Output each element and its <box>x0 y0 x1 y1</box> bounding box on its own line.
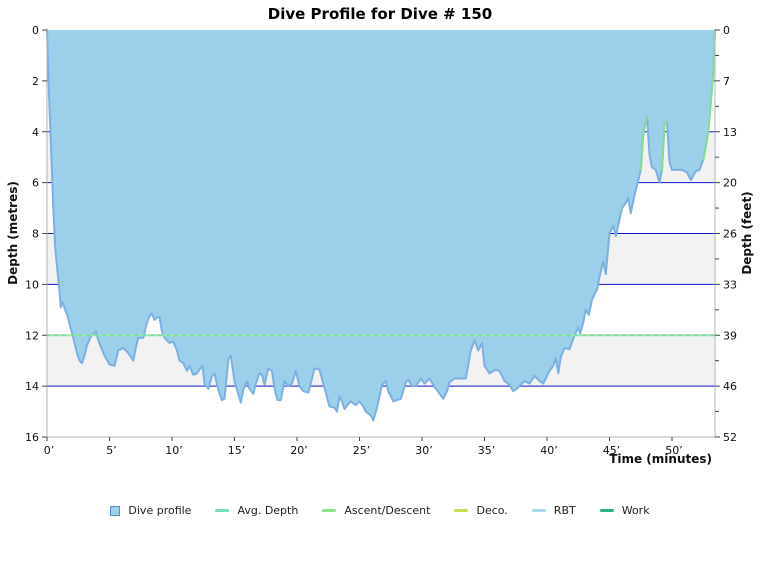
svg-text:0’: 0’ <box>44 444 55 457</box>
ascent-segments <box>639 29 716 171</box>
chart-legend: Dive profile Avg. Depth Ascent/Descent Deco… <box>0 504 760 517</box>
svg-text:20’: 20’ <box>290 444 308 457</box>
y-left-tick-labels: 0 2 4 6 8 10 12 14 16 <box>25 24 47 444</box>
svg-text:40’: 40’ <box>540 444 558 457</box>
legend-item-deco: Deco. <box>454 504 508 517</box>
legend-item-rbt: RBT <box>531 504 576 517</box>
legend-item-ascent-descent: Ascent/Descent <box>322 504 430 517</box>
svg-text:39: 39 <box>723 329 737 342</box>
legend-label: Avg. Depth <box>237 504 299 517</box>
legend-label: Dive profile <box>128 504 192 517</box>
legend-marker-work-line <box>599 509 614 512</box>
legend-marker-ascent-descent-line <box>322 509 337 512</box>
legend-marker-avg-depth-line <box>215 509 230 512</box>
svg-text:50’: 50’ <box>665 444 683 457</box>
chart-title: Dive Profile for Dive # 150 <box>267 5 493 23</box>
svg-text:0: 0 <box>723 24 730 37</box>
svg-text:2: 2 <box>32 75 39 88</box>
svg-text:52: 52 <box>723 431 737 444</box>
svg-text:33: 33 <box>723 278 737 291</box>
svg-text:12: 12 <box>25 329 39 342</box>
svg-text:25’: 25’ <box>353 444 371 457</box>
svg-text:7: 7 <box>723 75 730 88</box>
svg-text:15’: 15’ <box>228 444 246 457</box>
legend-label: Work <box>621 504 650 517</box>
svg-text:10: 10 <box>25 278 39 291</box>
svg-text:35’: 35’ <box>478 444 496 457</box>
svg-text:5’: 5’ <box>106 444 117 457</box>
dive-profile-area <box>47 30 715 421</box>
dive-profile-line <box>46 29 716 422</box>
legend-label: Deco. <box>476 504 508 517</box>
legend-marker-deco-line <box>454 509 469 512</box>
legend-marker-dive-profile-swatch <box>110 505 121 516</box>
svg-text:20: 20 <box>723 177 737 190</box>
legend-item-dive-profile: Dive profile <box>110 504 191 517</box>
svg-text:46: 46 <box>723 380 737 393</box>
svg-text:30’: 30’ <box>415 444 433 457</box>
svg-text:45’: 45’ <box>603 444 621 457</box>
svg-text:14: 14 <box>25 380 39 393</box>
y-axis-label-feet: Depth (feet) <box>740 191 754 275</box>
legend-item-avg-depth: Avg. Depth <box>215 504 298 517</box>
x-axis-label-time: Time (minutes) <box>609 452 712 466</box>
svg-text:0: 0 <box>32 24 39 37</box>
legend-item-work: Work <box>599 504 650 517</box>
svg-text:13: 13 <box>723 126 737 139</box>
svg-text:4: 4 <box>32 126 39 139</box>
legend-marker-rbt-line <box>531 509 546 512</box>
y-axis-label-metres: Depth (metres) <box>6 181 20 285</box>
svg-text:10’: 10’ <box>165 444 183 457</box>
svg-text:26: 26 <box>723 228 737 241</box>
svg-text:6: 6 <box>32 177 39 190</box>
legend-label: RBT <box>553 504 576 517</box>
svg-text:8: 8 <box>32 228 39 241</box>
legend-label: Ascent/Descent <box>344 504 431 517</box>
x-tick-labels: 0’ 5’ 10’ 15’ 20’ 25’ 30’ 35’ 40’ 45’ 50’ <box>44 437 683 457</box>
svg-text:16: 16 <box>25 431 39 444</box>
y-right-tick-labels: 0 7 13 20 26 33 39 46 52 <box>715 24 737 444</box>
